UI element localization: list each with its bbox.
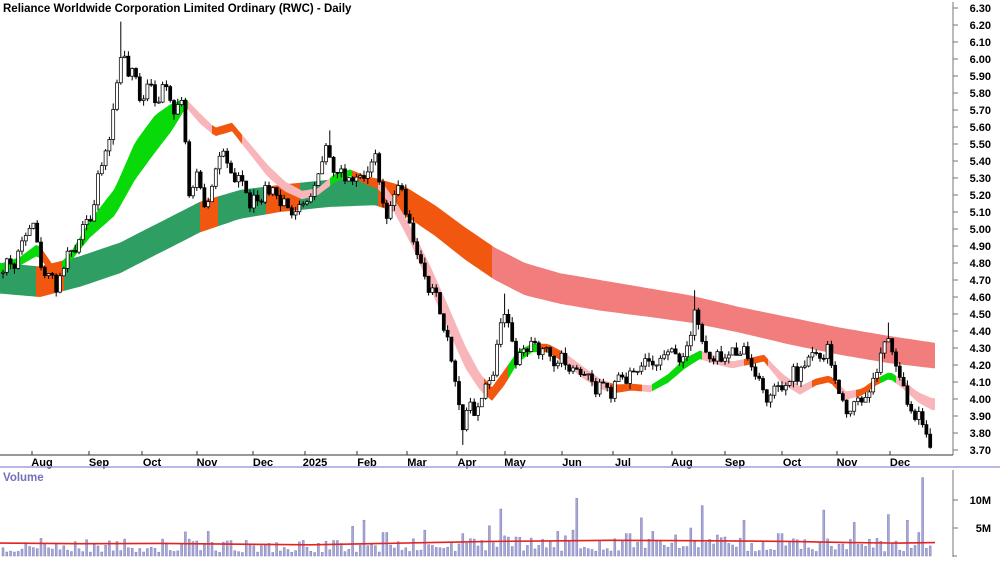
price-tick-label: 4.10 xyxy=(970,377,991,389)
price-axis: 3.70 3.80 3.90 4.00 4.10 4.20 4.30 4.40 4.50 4.60… xyxy=(952,2,991,457)
price-tick-label: 4.70 xyxy=(970,275,991,287)
chart-title: Reliance Worldwide Corporation Limited O… xyxy=(3,3,352,15)
month-tick-label: Oct xyxy=(143,457,162,469)
price-tick-label: 4.00 xyxy=(970,394,991,406)
month-tick-label: Mar xyxy=(407,457,427,469)
time-axis: Aug Sep Oct Nov Dec 2025 Feb Mar Apr May Jun Jul Aug… xyxy=(0,451,953,469)
month-tick-label: Dec xyxy=(890,457,910,469)
price-tick-label: 5.00 xyxy=(970,224,991,236)
price-tick-label: 5.10 xyxy=(970,207,991,219)
month-tick-label: Apr xyxy=(458,457,478,469)
price-tick-label: 5.40 xyxy=(970,156,991,168)
price-tick-label: 4.40 xyxy=(970,326,991,338)
volume-pane[interactable] xyxy=(0,466,1000,557)
month-tick-label: Oct xyxy=(783,457,802,469)
month-tick-label: Nov xyxy=(837,457,859,469)
month-tick-label: Aug xyxy=(31,457,52,469)
month-tick-label: Feb xyxy=(357,457,377,469)
volume-panel-label: Volume xyxy=(3,472,44,484)
price-tick-label: 3.70 xyxy=(970,445,991,457)
price-tick-label: 4.20 xyxy=(970,360,991,372)
month-tick-label: Sep xyxy=(89,457,109,469)
price-tick-label: 4.80 xyxy=(970,258,991,270)
price-tick-label: 5.20 xyxy=(970,190,991,202)
price-tick-label: 5.70 xyxy=(970,105,991,117)
month-tick-label: Nov xyxy=(197,457,219,469)
volume-tick-label: 10M xyxy=(970,495,991,507)
volume-axis: 10M 5M xyxy=(952,470,991,557)
price-tick-label: 5.30 xyxy=(970,173,991,185)
price-tick-label: 6.20 xyxy=(970,20,991,32)
price-tick-label: 4.30 xyxy=(970,343,991,355)
price-tick-label: 6.00 xyxy=(970,54,991,66)
price-tick-label: 4.60 xyxy=(970,292,991,304)
price-tick-label: 6.10 xyxy=(970,37,991,49)
month-tick-label: Jun xyxy=(562,457,582,469)
month-tick-label: Dec xyxy=(253,457,273,469)
slow-ma-ribbon xyxy=(0,178,935,369)
month-tick-label: 2025 xyxy=(303,457,327,469)
month-tick-label: May xyxy=(504,457,526,469)
price-tick-label: 4.90 xyxy=(970,241,991,253)
month-tick-label: Sep xyxy=(725,457,745,469)
price-tick-label: 4.50 xyxy=(970,309,991,321)
price-tick-label: 6.30 xyxy=(970,3,991,15)
month-tick-label: Jul xyxy=(615,457,631,469)
price-tick-label: 5.80 xyxy=(970,88,991,100)
price-tick-label: 3.90 xyxy=(970,411,991,423)
price-tick-label: 3.80 xyxy=(970,428,991,440)
volume-tick-label: 5M xyxy=(976,523,991,535)
month-tick-label: Aug xyxy=(671,457,692,469)
price-tick-label: 5.90 xyxy=(970,71,991,83)
price-tick-label: 5.50 xyxy=(970,139,991,151)
candlestick-series[interactable] xyxy=(1,21,933,449)
price-tick-label: 5.60 xyxy=(970,122,991,134)
